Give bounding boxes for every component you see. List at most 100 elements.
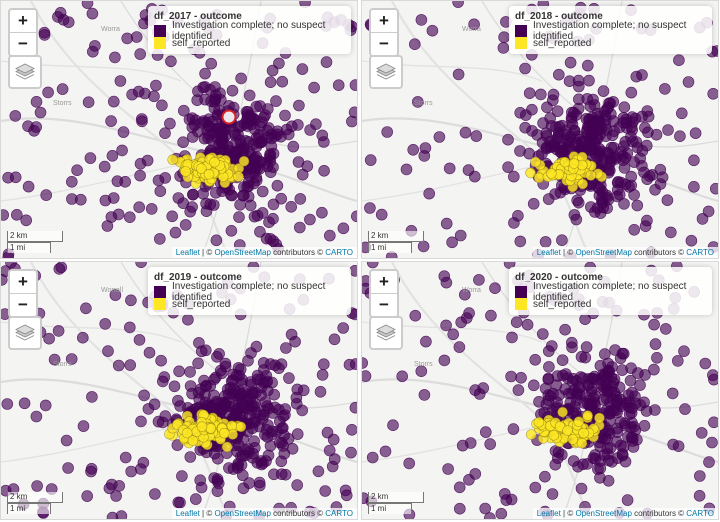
point-investigation-complete[interactable] <box>603 163 615 175</box>
point-self-reported[interactable] <box>203 169 215 180</box>
point-investigation-complete[interactable] <box>582 59 594 72</box>
point-self-reported[interactable] <box>559 156 571 168</box>
carto-link[interactable]: CARTO <box>325 248 353 257</box>
point-investigation-complete[interactable] <box>130 31 143 43</box>
point-investigation-complete[interactable] <box>22 180 35 193</box>
point-investigation-complete[interactable] <box>364 202 376 214</box>
point-investigation-complete[interactable] <box>279 409 291 421</box>
point-investigation-complete[interactable] <box>550 121 562 133</box>
point-investigation-complete[interactable] <box>626 417 638 429</box>
point-investigation-complete[interactable] <box>82 96 95 108</box>
point-self-reported[interactable] <box>533 172 545 184</box>
point-investigation-complete[interactable] <box>86 391 98 403</box>
point-investigation-complete[interactable] <box>124 359 136 371</box>
point-self-reported[interactable] <box>594 412 605 424</box>
point-investigation-complete[interactable] <box>116 144 128 157</box>
point-investigation-complete[interactable] <box>673 54 685 67</box>
point-investigation-complete[interactable] <box>693 490 706 502</box>
point-investigation-complete[interactable] <box>245 404 257 416</box>
point-investigation-complete[interactable] <box>253 163 266 175</box>
point-investigation-complete[interactable] <box>109 51 121 64</box>
point-investigation-complete[interactable] <box>30 121 43 133</box>
point-investigation-complete[interactable] <box>497 42 510 54</box>
point-investigation-complete[interactable] <box>285 201 298 213</box>
point-investigation-complete[interactable] <box>328 453 341 465</box>
point-investigation-complete[interactable] <box>688 154 700 167</box>
point-investigation-complete[interactable] <box>426 24 439 37</box>
point-investigation-complete[interactable] <box>112 208 125 221</box>
point-investigation-complete[interactable] <box>455 316 467 329</box>
point-investigation-complete[interactable] <box>56 83 69 95</box>
point-self-reported[interactable] <box>568 158 580 169</box>
point-investigation-complete[interactable] <box>85 463 98 475</box>
point-investigation-complete[interactable] <box>210 234 223 247</box>
point-investigation-complete[interactable] <box>225 225 238 237</box>
point-investigation-complete[interactable] <box>205 95 217 108</box>
point-investigation-complete[interactable] <box>319 485 332 497</box>
point-investigation-complete[interactable] <box>601 191 613 204</box>
point-investigation-complete[interactable] <box>539 470 551 483</box>
point-investigation-complete[interactable] <box>112 359 125 372</box>
point-investigation-complete[interactable] <box>682 76 695 88</box>
point-investigation-complete[interactable] <box>142 403 155 415</box>
point-investigation-complete[interactable] <box>617 154 630 167</box>
point-investigation-complete[interactable] <box>178 104 190 117</box>
point-investigation-complete[interactable] <box>154 233 166 245</box>
layers-button[interactable] <box>8 316 42 350</box>
point-investigation-complete[interactable] <box>473 274 485 286</box>
zoom-in-button[interactable]: + <box>18 272 28 291</box>
point-self-reported[interactable] <box>578 427 589 439</box>
point-self-reported[interactable] <box>557 406 568 418</box>
point-self-reported[interactable] <box>233 171 244 182</box>
point-investigation-complete[interactable] <box>266 425 279 438</box>
point-investigation-complete[interactable] <box>484 438 496 450</box>
point-investigation-complete[interactable] <box>80 302 92 315</box>
point-investigation-complete[interactable] <box>454 502 466 515</box>
point-investigation-complete[interactable] <box>184 451 197 463</box>
point-investigation-complete[interactable] <box>176 470 188 482</box>
point-investigation-complete[interactable] <box>285 120 298 133</box>
point-investigation-complete[interactable] <box>452 68 465 81</box>
point-investigation-complete[interactable] <box>39 399 52 412</box>
leaflet-link[interactable]: Leaflet <box>175 248 200 257</box>
point-self-reported[interactable] <box>530 156 541 168</box>
point-investigation-complete[interactable] <box>211 475 224 487</box>
point-investigation-complete[interactable] <box>243 89 256 102</box>
point-investigation-complete[interactable] <box>296 168 309 181</box>
point-investigation-complete[interactable] <box>197 81 209 94</box>
point-investigation-complete[interactable] <box>420 335 432 348</box>
point-investigation-complete[interactable] <box>53 263 66 275</box>
point-investigation-complete[interactable] <box>179 219 192 231</box>
point-investigation-complete[interactable] <box>245 347 257 359</box>
point-investigation-complete[interactable] <box>446 236 458 249</box>
point-investigation-complete[interactable] <box>343 358 356 371</box>
point-self-reported[interactable] <box>562 425 573 436</box>
point-investigation-complete[interactable] <box>290 398 303 410</box>
point-investigation-complete[interactable] <box>199 67 211 80</box>
point-investigation-complete[interactable] <box>611 436 623 448</box>
point-investigation-complete[interactable] <box>626 402 638 414</box>
point-investigation-complete[interactable] <box>105 115 117 127</box>
point-investigation-complete[interactable] <box>440 217 453 230</box>
point-investigation-complete[interactable] <box>659 83 671 95</box>
point-investigation-complete[interactable] <box>268 468 280 481</box>
point-investigation-complete[interactable] <box>688 181 700 193</box>
point-investigation-complete[interactable] <box>408 38 421 51</box>
point-investigation-complete[interactable] <box>706 436 718 449</box>
point-investigation-complete[interactable] <box>119 451 132 464</box>
point-investigation-complete[interactable] <box>468 18 480 31</box>
point-investigation-complete[interactable] <box>708 416 718 429</box>
point-investigation-complete[interactable] <box>60 434 73 447</box>
point-investigation-complete[interactable] <box>510 316 523 329</box>
point-investigation-complete[interactable] <box>168 380 181 393</box>
point-investigation-complete[interactable] <box>143 346 156 359</box>
point-investigation-complete[interactable] <box>134 169 146 182</box>
point-investigation-complete[interactable] <box>710 182 718 195</box>
point-investigation-complete[interactable] <box>528 379 540 392</box>
point-investigation-complete[interactable] <box>480 426 492 438</box>
point-investigation-complete[interactable] <box>11 209 23 221</box>
point-investigation-complete[interactable] <box>537 117 549 129</box>
point-investigation-complete[interactable] <box>502 161 514 173</box>
point-investigation-complete[interactable] <box>586 119 598 132</box>
point-investigation-complete[interactable] <box>256 116 268 129</box>
